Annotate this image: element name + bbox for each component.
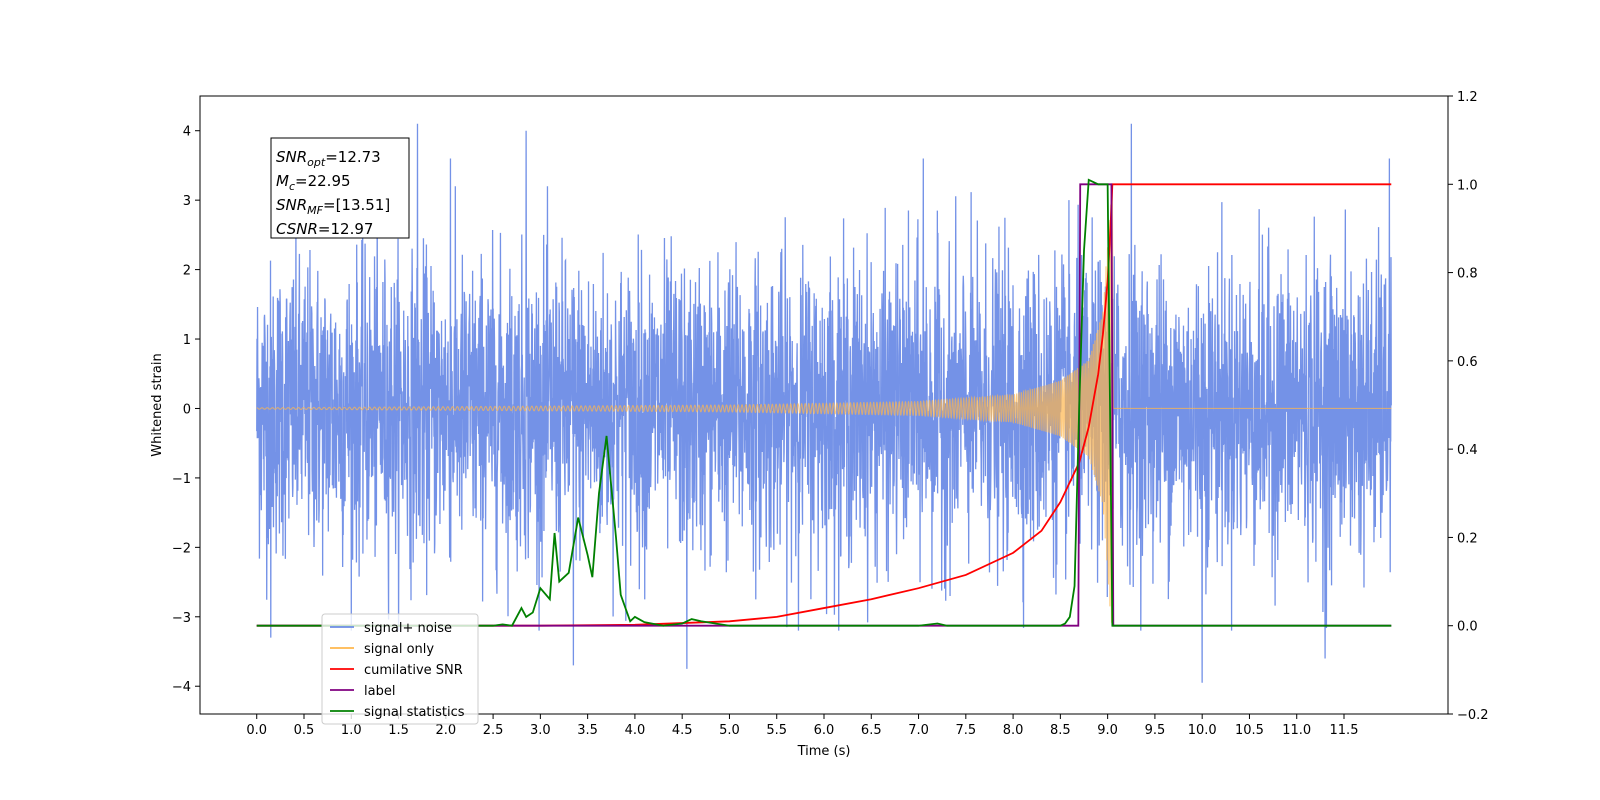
x-tick-label: 4.5: [672, 723, 693, 738]
x-tick-label: 9.0: [1097, 723, 1118, 738]
x-tick-label: 11.0: [1282, 723, 1311, 738]
x-tick-label: 6.0: [814, 723, 835, 738]
y-right-tick-label: −0.2: [1457, 708, 1489, 723]
y-axis-left-label: Whitened strain: [150, 353, 165, 456]
series-cumilative-snr: [256, 183, 1392, 627]
x-tick-label: 3.0: [530, 723, 551, 738]
x-tick-label: 4.0: [625, 723, 646, 738]
x-tick-label: 6.5: [861, 723, 882, 738]
annotation-box: SNRopt=12.73 Mc=22.95 SNRMF=[13.51] CSNR=12…: [270, 137, 410, 239]
x-axis-label: Time (s): [797, 744, 851, 759]
x-tick-label: 5.0: [719, 723, 740, 738]
series-signal-only: [256, 186, 1392, 623]
y-right-tick-label: 1.0: [1457, 178, 1478, 193]
annotation-line: Mc=22.95: [276, 172, 351, 193]
x-tick-label: 11.5: [1330, 723, 1359, 738]
legend-entry-label: label: [364, 684, 395, 699]
x-tick-label: 10.0: [1188, 723, 1217, 738]
x-tick-label: 7.5: [955, 723, 976, 738]
y-left-tick-label: 3: [183, 194, 191, 209]
x-tick-label: 8.5: [1050, 723, 1071, 738]
annotation-line: SNRMF=[13.51]: [276, 196, 390, 217]
y-right-tick-label: 0.0: [1457, 620, 1478, 635]
y-right-tick-label: 0.6: [1457, 355, 1478, 370]
x-tick-label: 0.5: [294, 723, 315, 738]
annotation-line: SNRopt=12.73: [276, 148, 381, 169]
x-tick-label: 9.5: [1145, 723, 1166, 738]
y-left-tick-label: −2: [172, 541, 191, 556]
x-tick-label: 7.0: [908, 723, 929, 738]
y-axis-right: −0.2 0.0 0.2 0.4 0.6 0.8 1.0 1.2: [1448, 90, 1489, 723]
y-right-tick-label: 1.2: [1457, 90, 1478, 105]
y-left-tick-label: −4: [172, 680, 191, 695]
y-axis-left: −4 −3 −2 −1 0 1 2 3 4: [172, 125, 200, 695]
x-tick-label: 8.0: [1003, 723, 1024, 738]
x-tick-label: 3.5: [577, 723, 598, 738]
legend-entry-label: signal only: [364, 642, 434, 657]
annotation-line: CSNR=12.97: [276, 220, 373, 238]
y-right-tick-label: 0.8: [1457, 267, 1478, 282]
y-left-tick-label: 4: [183, 125, 191, 140]
x-axis: 0.0 0.5 1.0 1.5 2.0 2.5 3.0 3.5 4.0 4.5 5.0 5.5 6.0 6…: [246, 714, 1358, 738]
series-signal-noise: [256, 123, 1392, 683]
y-left-tick-label: 2: [183, 264, 191, 279]
legend: signal+ noise signal only cumilative SNR la…: [321, 613, 479, 725]
x-tick-label: 1.5: [388, 723, 409, 738]
y-left-tick-label: 0: [183, 402, 191, 417]
x-tick-label: 10.5: [1235, 723, 1264, 738]
x-tick-label: 5.5: [766, 723, 787, 738]
y-left-tick-label: 1: [183, 333, 191, 348]
y-left-tick-label: −1: [172, 472, 191, 487]
x-tick-label: 0.0: [246, 723, 267, 738]
x-tick-label: 2.0: [435, 723, 456, 738]
legend-frame: [321, 613, 479, 725]
x-tick-label: 2.5: [483, 723, 504, 738]
y-left-tick-label: −3: [172, 611, 191, 626]
legend-entry-label: cumilative SNR: [364, 663, 463, 678]
series-layer: [256, 123, 1392, 683]
y-right-tick-label: 0.4: [1457, 443, 1478, 458]
series-signal-statistics: [256, 178, 1392, 627]
legend-entry-label: signal statistics: [364, 705, 465, 720]
y-right-tick-label: 0.2: [1457, 531, 1478, 546]
x-tick-label: 1.0: [341, 723, 362, 738]
legend-entry-label: signal+ noise: [364, 621, 452, 636]
annotation-frame: [270, 137, 410, 239]
